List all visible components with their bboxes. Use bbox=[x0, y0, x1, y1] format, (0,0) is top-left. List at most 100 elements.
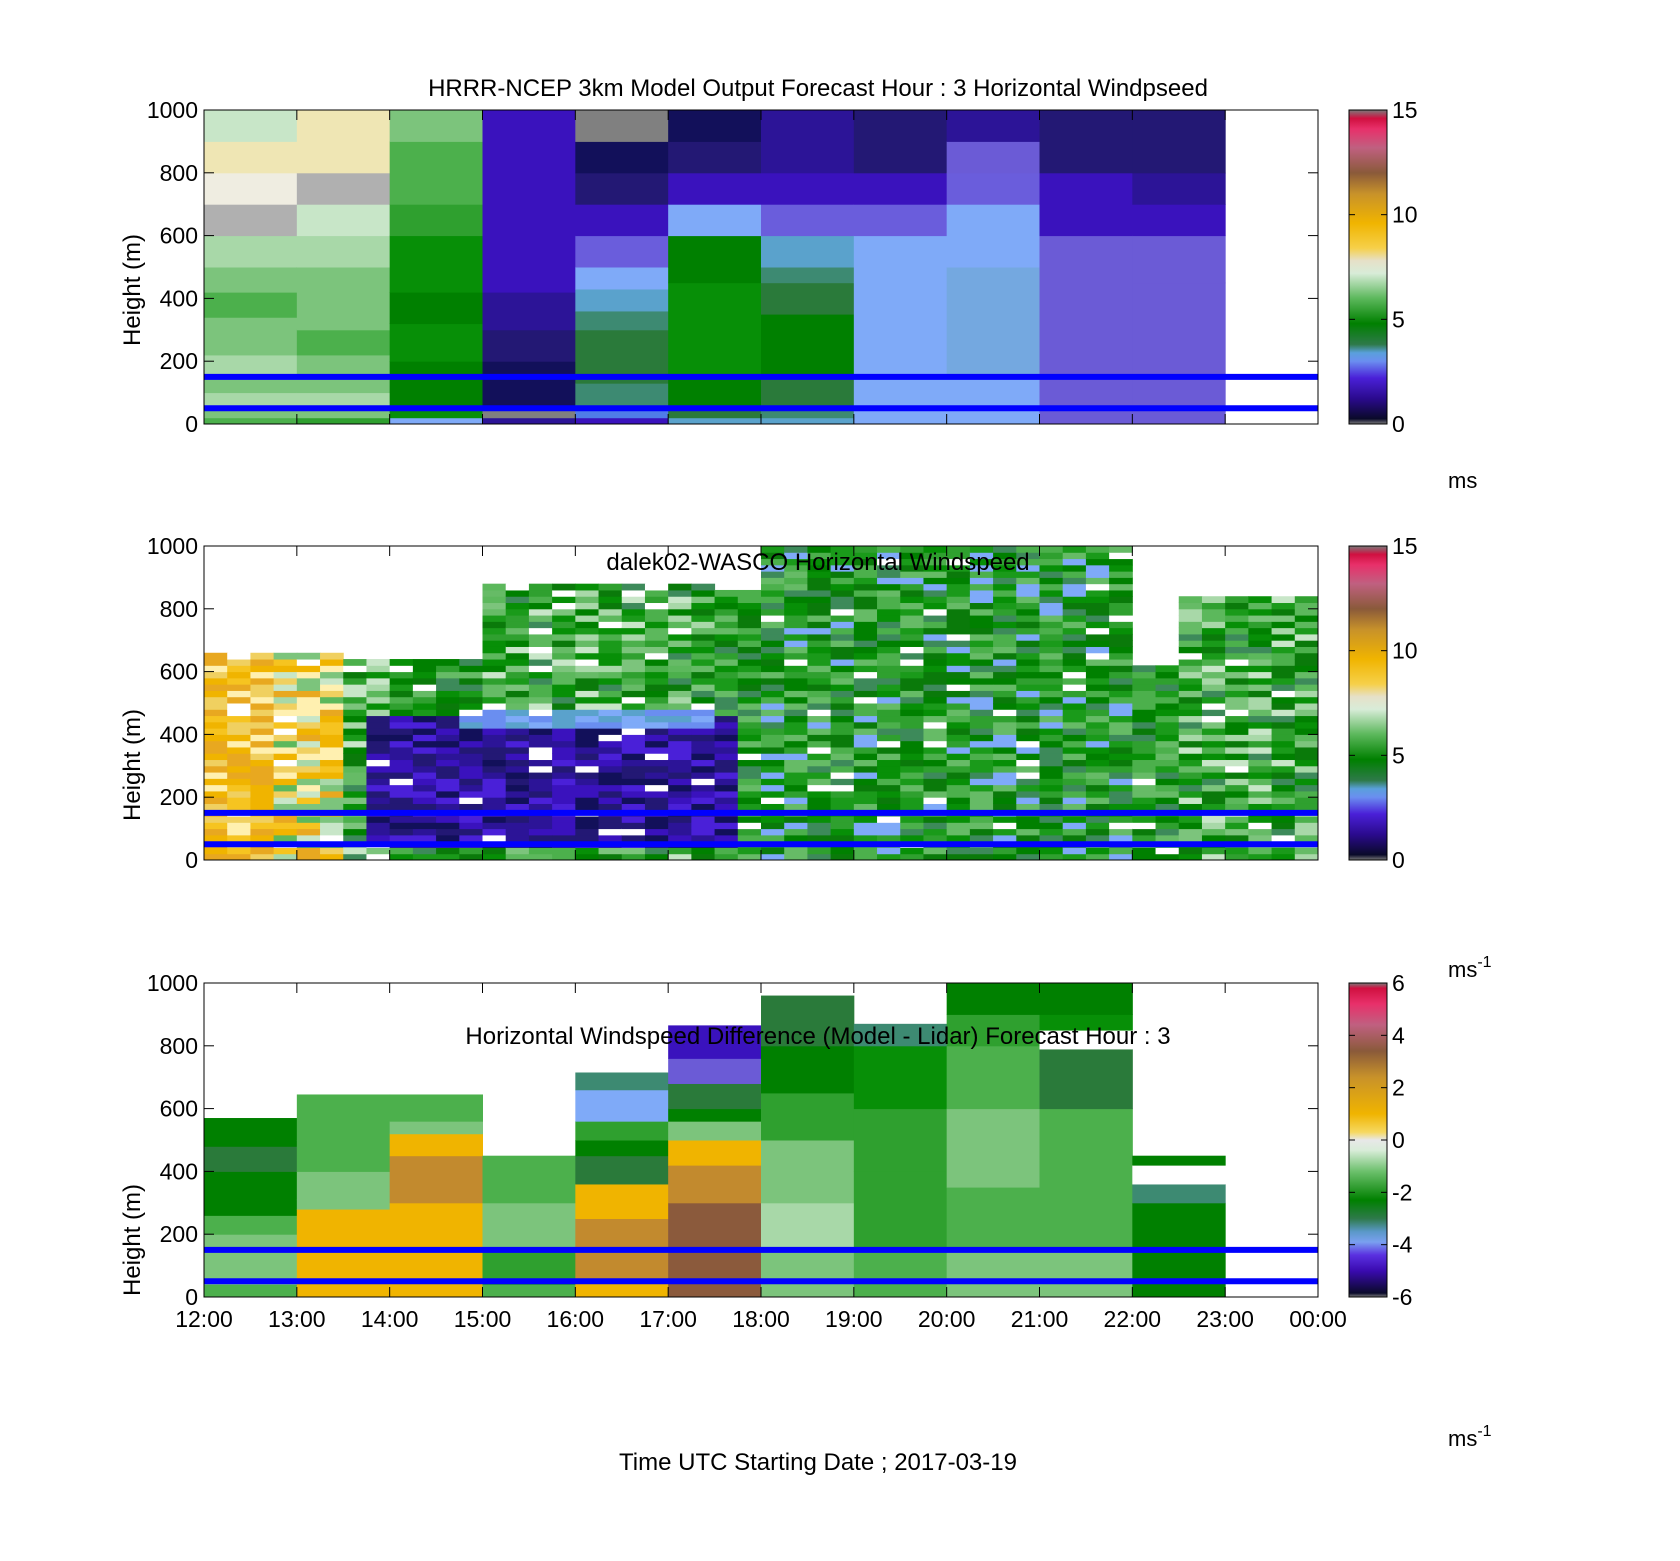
heatmap-cell bbox=[969, 740, 994, 748]
heatmap-cell bbox=[1085, 652, 1110, 660]
heatmap-cell bbox=[784, 728, 808, 735]
heatmap-cell bbox=[923, 571, 948, 578]
heatmap-cell bbox=[1085, 721, 1110, 729]
heatmap-cell bbox=[1016, 633, 1040, 641]
heatmap-cell bbox=[784, 740, 808, 748]
heatmap-cell bbox=[575, 640, 600, 647]
heatmap-cell bbox=[598, 615, 623, 622]
heatmap-cell bbox=[1062, 816, 1087, 823]
heatmap-cell bbox=[1039, 633, 1064, 641]
heatmap-cell bbox=[993, 696, 1017, 704]
heatmap-cell bbox=[1039, 746, 1064, 754]
heatmap-cell bbox=[1085, 633, 1110, 641]
heatmap-cell bbox=[296, 1287, 391, 1297]
heatmap-cell bbox=[552, 602, 576, 610]
heatmap-cell bbox=[1155, 709, 1180, 717]
heatmap-cell bbox=[714, 703, 739, 710]
heatmap-cell bbox=[993, 671, 1017, 679]
heatmap-cell bbox=[598, 696, 623, 704]
heatmap-cell bbox=[737, 740, 762, 748]
panel-lidar-cb-unit-base: ms bbox=[1448, 957, 1477, 982]
heatmap-cell bbox=[621, 677, 646, 685]
heatmap-cell bbox=[1062, 546, 1087, 553]
heatmap-cell bbox=[1062, 577, 1087, 585]
heatmap-cell bbox=[969, 709, 994, 717]
heatmap-cell bbox=[761, 1045, 855, 1094]
heatmap-cell bbox=[1016, 765, 1040, 773]
heatmap-cell bbox=[807, 602, 832, 610]
heatmap-cell bbox=[714, 853, 739, 860]
heatmap-cell bbox=[296, 671, 321, 679]
heatmap-cell bbox=[552, 828, 576, 836]
heatmap-cell bbox=[1085, 740, 1110, 748]
heatmap-cell bbox=[482, 110, 576, 174]
heatmap-cell bbox=[1016, 784, 1040, 792]
heatmap-cell bbox=[668, 797, 692, 804]
heatmap-cell bbox=[1062, 684, 1087, 691]
heatmap-cell bbox=[1109, 778, 1133, 786]
heatmap-cell bbox=[227, 721, 251, 729]
heatmap-cell bbox=[598, 828, 623, 836]
heatmap-cell bbox=[528, 759, 553, 767]
heatmap-cell bbox=[644, 790, 669, 798]
heatmap-cell bbox=[1271, 834, 1296, 842]
heatmap-cell bbox=[761, 546, 785, 553]
heatmap-cell bbox=[1085, 627, 1110, 635]
heatmap-cell bbox=[1085, 665, 1110, 673]
heatmap-cell bbox=[459, 715, 483, 723]
heatmap-cell bbox=[412, 740, 437, 748]
panel-model-ylabel: Height (m) bbox=[119, 234, 146, 346]
heatmap-cell bbox=[1225, 596, 1249, 604]
heatmap-cell bbox=[366, 665, 391, 673]
heatmap-cell bbox=[1178, 853, 1203, 860]
heatmap-cell bbox=[714, 627, 739, 635]
heatmap-cell bbox=[877, 608, 901, 616]
heatmap-cell bbox=[1294, 621, 1318, 629]
heatmap-cell bbox=[1039, 608, 1064, 616]
heatmap-cell bbox=[969, 659, 994, 666]
heatmap-cell bbox=[737, 772, 762, 779]
heatmap-cell bbox=[969, 564, 994, 572]
heatmap-cell bbox=[1155, 853, 1180, 860]
heatmap-cell bbox=[320, 822, 344, 830]
heatmap-cell bbox=[1039, 665, 1064, 673]
heatmap-cell bbox=[343, 816, 367, 823]
heatmap-cell bbox=[993, 552, 1017, 560]
heatmap-cell bbox=[761, 558, 785, 566]
heatmap-cell bbox=[366, 803, 391, 811]
heatmap-cell bbox=[784, 816, 808, 823]
heatmap-cell bbox=[320, 759, 344, 767]
heatmap-cell bbox=[1294, 784, 1318, 792]
heatmap-cell bbox=[807, 596, 832, 604]
heatmap-cell bbox=[227, 652, 251, 660]
heatmap-cell bbox=[366, 778, 391, 786]
heatmap-cell bbox=[830, 615, 855, 622]
heatmap-cell bbox=[1294, 753, 1318, 761]
heatmap-cell bbox=[946, 983, 1040, 1015]
heatmap-cell bbox=[1271, 627, 1296, 635]
heatmap-cell bbox=[1225, 659, 1249, 666]
heatmap-cell bbox=[969, 583, 994, 591]
heatmap-cell bbox=[807, 772, 832, 779]
heatmap-cell bbox=[1201, 740, 1226, 748]
heatmap-cell bbox=[1016, 677, 1040, 685]
heatmap-cell bbox=[1294, 703, 1318, 710]
heatmap-cell bbox=[389, 803, 414, 811]
heatmap-cell bbox=[1132, 1183, 1226, 1204]
heatmap-cell bbox=[1085, 790, 1110, 798]
heatmap-cell bbox=[296, 677, 321, 685]
heatmap-cell bbox=[946, 558, 971, 566]
heatmap-cell bbox=[1039, 602, 1064, 610]
heatmap-cell bbox=[1062, 652, 1087, 660]
heatmap-cell bbox=[1039, 834, 1064, 842]
heatmap-cell bbox=[644, 822, 669, 830]
heatmap-cell bbox=[853, 282, 948, 378]
heatmap-cell bbox=[784, 564, 808, 572]
heatmap-cell bbox=[877, 728, 901, 735]
heatmap-cell bbox=[598, 652, 623, 660]
heatmap-cell bbox=[691, 834, 716, 842]
heatmap-cell bbox=[482, 1202, 576, 1251]
heatmap-cell bbox=[598, 759, 623, 767]
heatmap-cell bbox=[714, 589, 739, 597]
heatmap-cell bbox=[877, 571, 901, 578]
